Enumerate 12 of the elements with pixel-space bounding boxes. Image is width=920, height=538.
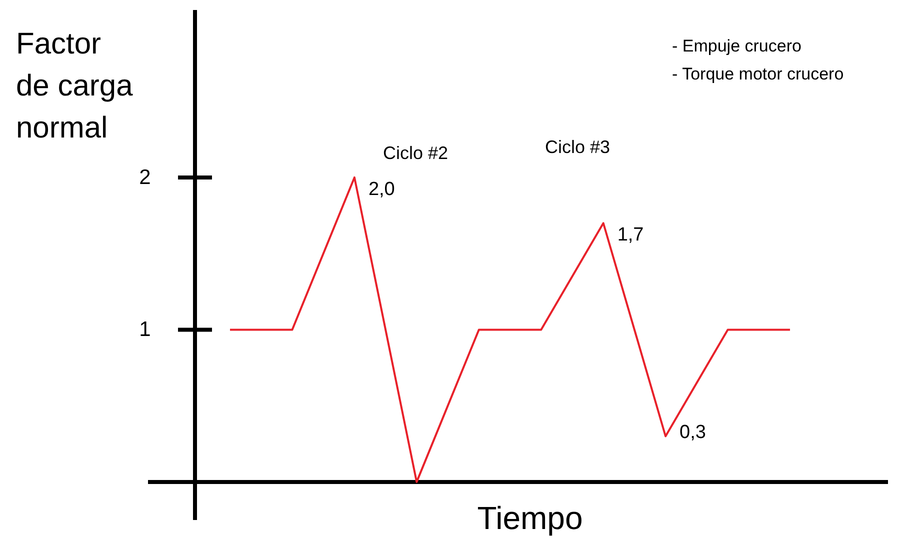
annotation: - Torque motor crucero <box>672 64 844 84</box>
annotation: Ciclo #2 <box>383 143 448 163</box>
data-label: 1,7 <box>617 224 644 246</box>
annotation: - Empuje crucero <box>672 36 802 56</box>
line-series <box>229 176 791 483</box>
annotation: Ciclo #3 <box>545 137 610 157</box>
y-tick-label: 2 <box>139 166 151 189</box>
y-axis-title: Factor de carga normal <box>16 28 134 144</box>
x-axis-title: Tiempo <box>477 500 583 536</box>
data-label: 0,3 <box>680 422 706 443</box>
y-tick-label: 1 <box>139 318 151 342</box>
data-label: 2,0 <box>368 178 395 200</box>
